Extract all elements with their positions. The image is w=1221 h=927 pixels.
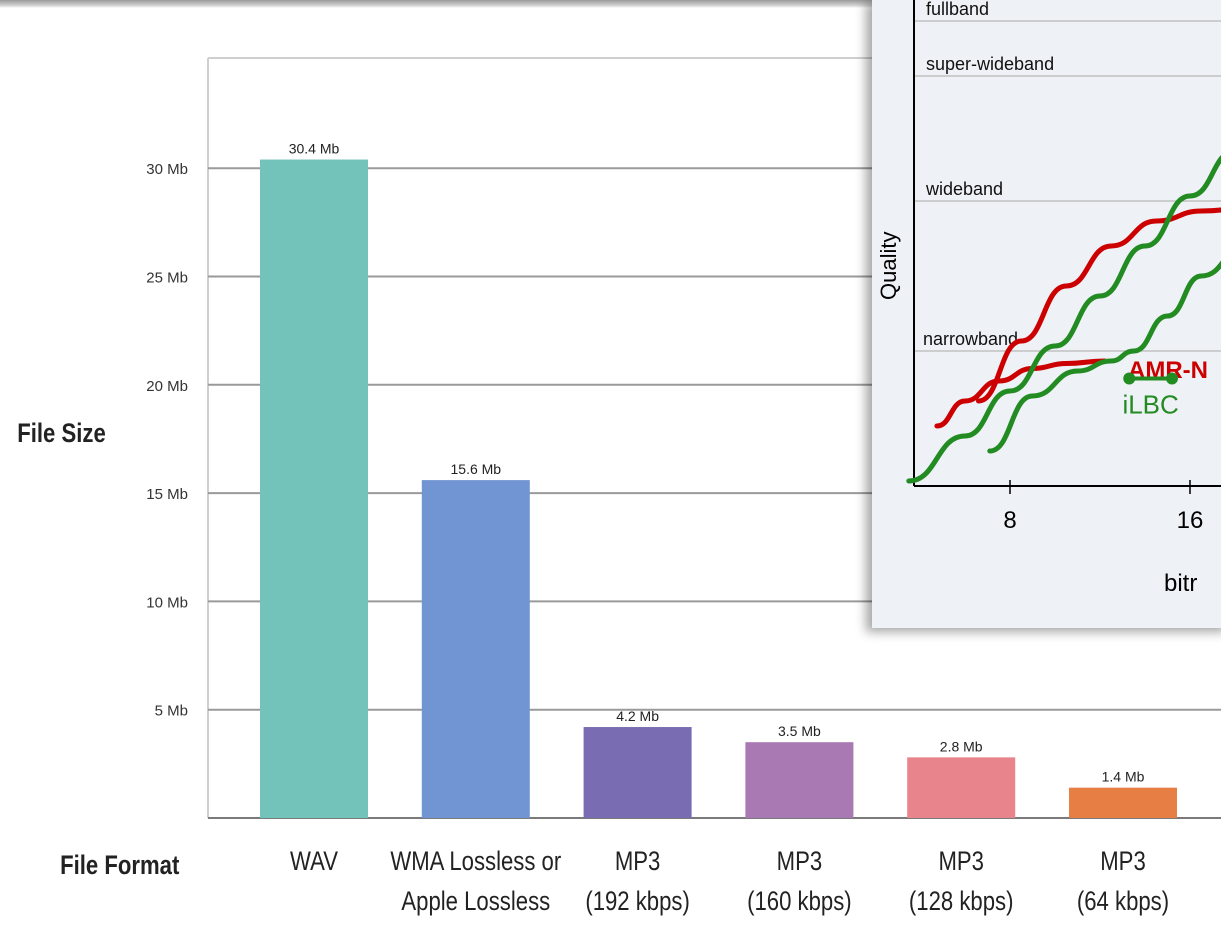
category-label: Apple Lossless [401,887,550,917]
x-tick-label: 16 [1177,507,1204,534]
band-label: narrowband [923,329,1018,349]
series-line [909,116,1221,481]
band-label: super-wideband [926,54,1054,74]
category-label: MP3 [1100,847,1145,877]
y-tick-label: 15 Mb [146,486,188,503]
bar-value-label: 1.4 Mb [1102,769,1145,785]
bar-value-label: 30.4 Mb [289,141,340,157]
series-line [990,221,1221,451]
category-label: (192 kbps) [585,887,690,917]
y-tick-label: 25 Mb [146,270,188,287]
category-label: (128 kbps) [909,887,1014,917]
x-axis-title: File Format [60,851,179,881]
y-axis-title: File Size [17,419,106,449]
quality-plot: fullband super-wideband wideband narrowband… [872,0,1221,628]
quality-vs-bitrate-chart: fullband super-wideband wideband narrowband… [872,0,1221,628]
bar-value-label: 2.8 Mb [940,738,983,754]
bar-value-label: 4.2 Mb [616,708,659,724]
ilbc-point [1166,373,1178,385]
bar [584,727,692,818]
y-tick-label: 20 Mb [146,378,188,395]
category-label: MP3 [777,847,822,877]
x-tick-label: 8 [1003,507,1016,534]
category-label: WAV [290,847,338,877]
category-label: MP3 [615,847,660,877]
category-label: WMA Lossless or [390,847,561,877]
bar-value-label: 15.6 Mb [451,461,502,477]
band-label: fullband [926,0,989,19]
bar [907,757,1015,818]
bar [1069,788,1177,818]
inset-x-axis-title: bitr [1164,570,1197,597]
ilbc-point [1123,373,1135,385]
bar [745,742,853,818]
y-tick-label: 30 Mb [146,161,188,178]
bar [260,160,368,818]
bar-value-label: 3.5 Mb [778,723,821,739]
bar [422,480,530,818]
series-label: iLBC [1122,390,1178,420]
band-label: wideband [925,179,1003,199]
category-label: (160 kbps) [747,887,852,917]
y-tick-label: 5 Mb [155,703,188,720]
category-label: MP3 [938,847,983,877]
inset-y-axis-title: Quality [876,232,901,300]
category-label: (64 kbps) [1077,887,1169,917]
y-tick-label: 10 Mb [146,594,188,611]
